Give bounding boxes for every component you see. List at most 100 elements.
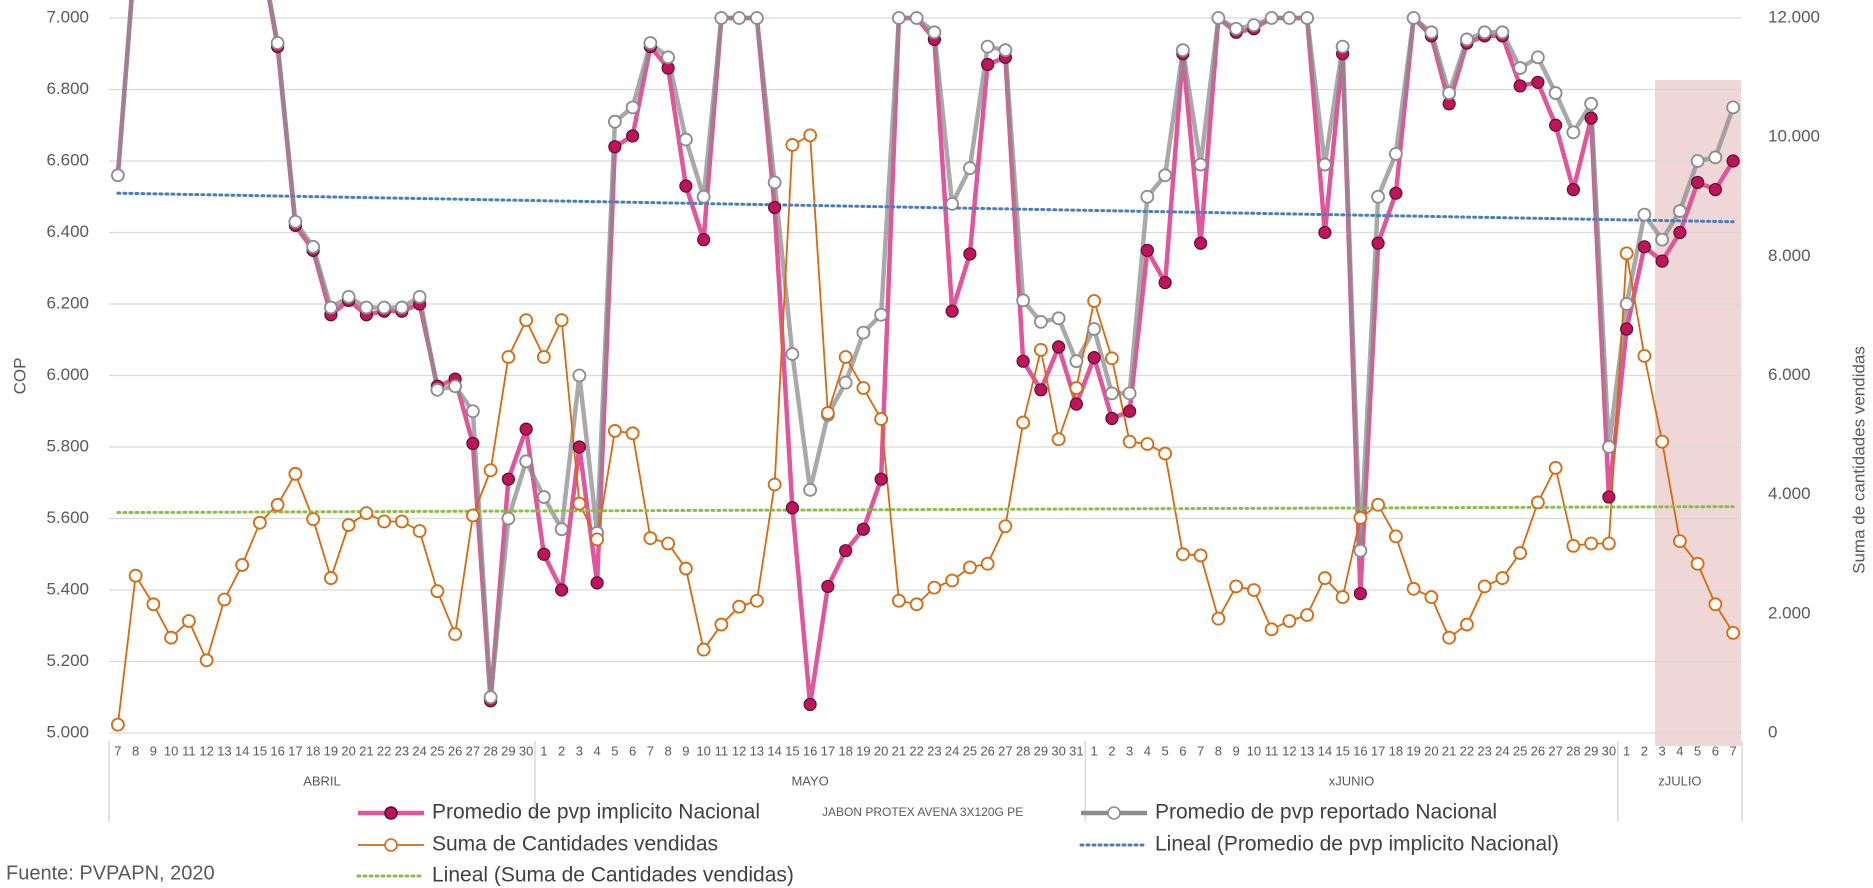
x-tick-label: 13 bbox=[750, 743, 764, 758]
data-point bbox=[1211, 11, 1226, 25]
data-point bbox=[448, 627, 463, 641]
data-point bbox=[626, 129, 640, 143]
data-point bbox=[1708, 150, 1723, 165]
x-tick-label: 27 bbox=[998, 743, 1012, 758]
x-tick-label: 25 bbox=[963, 743, 977, 758]
data-point bbox=[874, 412, 889, 426]
data-point bbox=[1300, 608, 1315, 622]
data-point bbox=[1601, 440, 1616, 454]
y-tick-label: 6.800 bbox=[46, 79, 89, 98]
data-point bbox=[1691, 175, 1705, 190]
x-tick-label: 2 bbox=[558, 743, 565, 758]
data-point bbox=[1140, 437, 1155, 451]
x-tick-label: 27 bbox=[466, 743, 480, 758]
x-tick-label: 18 bbox=[306, 743, 320, 758]
data-point bbox=[394, 300, 409, 315]
data-point bbox=[501, 472, 515, 486]
data-point bbox=[1530, 495, 1545, 510]
data-point bbox=[110, 717, 125, 732]
data-point bbox=[1264, 622, 1279, 637]
data-point bbox=[1726, 626, 1741, 640]
data-point bbox=[536, 490, 551, 504]
y-tick-label: 6.400 bbox=[46, 222, 89, 241]
data-point bbox=[1389, 186, 1403, 200]
x-tick-label: 29 bbox=[1034, 743, 1048, 758]
x-tick-label: 4 bbox=[1144, 743, 1151, 758]
data-point bbox=[1105, 411, 1119, 425]
legend-marker bbox=[384, 806, 398, 820]
data-point bbox=[1601, 536, 1616, 551]
series-line bbox=[115, 0, 1736, 707]
data-point bbox=[341, 518, 356, 532]
x-tick-label: 11 bbox=[182, 743, 196, 758]
data-point bbox=[1034, 383, 1048, 397]
data-point bbox=[110, 168, 125, 183]
data-point bbox=[998, 43, 1013, 58]
data-point bbox=[1051, 432, 1066, 447]
x-tick-label: 14 bbox=[767, 743, 781, 758]
y2-tick-label: 6.000 bbox=[1768, 365, 1811, 384]
data-point bbox=[1513, 546, 1528, 560]
data-point bbox=[1442, 86, 1457, 100]
data-point bbox=[927, 25, 942, 40]
x-tick-label: 12 bbox=[199, 743, 213, 758]
data-point bbox=[1371, 189, 1386, 204]
x-tick-label: 26 bbox=[980, 743, 994, 758]
data-point bbox=[874, 307, 889, 322]
x-tick-label: 15 bbox=[1335, 743, 1349, 758]
data-point bbox=[1531, 75, 1545, 89]
data-point bbox=[661, 50, 676, 65]
data-point bbox=[572, 368, 587, 383]
data-point bbox=[1690, 556, 1705, 571]
x-tick-label: 29 bbox=[1584, 743, 1598, 758]
data-point bbox=[714, 617, 729, 632]
data-point bbox=[1726, 100, 1741, 115]
data-point bbox=[1051, 311, 1066, 326]
x-tick-label: 11 bbox=[1265, 743, 1279, 758]
data-point bbox=[625, 426, 640, 441]
x-tick-label: 7 bbox=[114, 743, 121, 758]
data-point bbox=[1069, 397, 1083, 411]
y2-tick-label: 0 bbox=[1768, 722, 1777, 741]
x-tick-label: 29 bbox=[501, 743, 515, 758]
x-tick-label: 28 bbox=[483, 743, 497, 758]
x-tick-label: 1 bbox=[1091, 743, 1098, 758]
x-tick-label: 22 bbox=[1460, 743, 1474, 758]
data-point bbox=[856, 325, 871, 340]
data-point bbox=[661, 536, 676, 551]
y2-tick-label: 4.000 bbox=[1768, 484, 1811, 503]
data-point bbox=[1140, 243, 1154, 257]
data-point bbox=[1637, 207, 1652, 222]
y-tick-label: 7.000 bbox=[46, 7, 89, 26]
data-point bbox=[1566, 183, 1580, 197]
data-point bbox=[821, 579, 835, 594]
x-tick-label: 4 bbox=[1676, 743, 1683, 758]
data-point bbox=[199, 653, 214, 668]
data-point bbox=[732, 11, 747, 25]
data-point bbox=[306, 239, 321, 254]
x-tick-label: 15 bbox=[253, 743, 267, 758]
legend-marker bbox=[384, 838, 398, 852]
data-point bbox=[1566, 125, 1581, 140]
x-tick-label: 23 bbox=[1477, 743, 1491, 758]
data-point bbox=[1637, 240, 1651, 254]
data-point bbox=[1193, 548, 1208, 563]
data-point bbox=[1406, 581, 1421, 596]
data-point bbox=[1282, 614, 1297, 628]
data-point bbox=[554, 313, 569, 327]
data-point bbox=[590, 532, 605, 547]
data-point bbox=[945, 196, 960, 211]
data-point bbox=[1016, 415, 1031, 430]
data-point bbox=[1708, 183, 1722, 197]
x-group-label: xJUNIO bbox=[1329, 773, 1375, 788]
x-tick-label: 14 bbox=[1318, 743, 1332, 758]
data-point bbox=[359, 300, 374, 315]
y-tick-label: 6.200 bbox=[46, 293, 89, 312]
data-point bbox=[377, 300, 392, 315]
x-tick-label: 26 bbox=[1531, 743, 1545, 758]
data-point bbox=[1175, 547, 1190, 562]
x-tick-label: 3 bbox=[1659, 743, 1666, 758]
x-tick-label: 20 bbox=[1424, 743, 1438, 758]
data-point bbox=[909, 597, 924, 612]
data-point bbox=[1229, 21, 1244, 36]
